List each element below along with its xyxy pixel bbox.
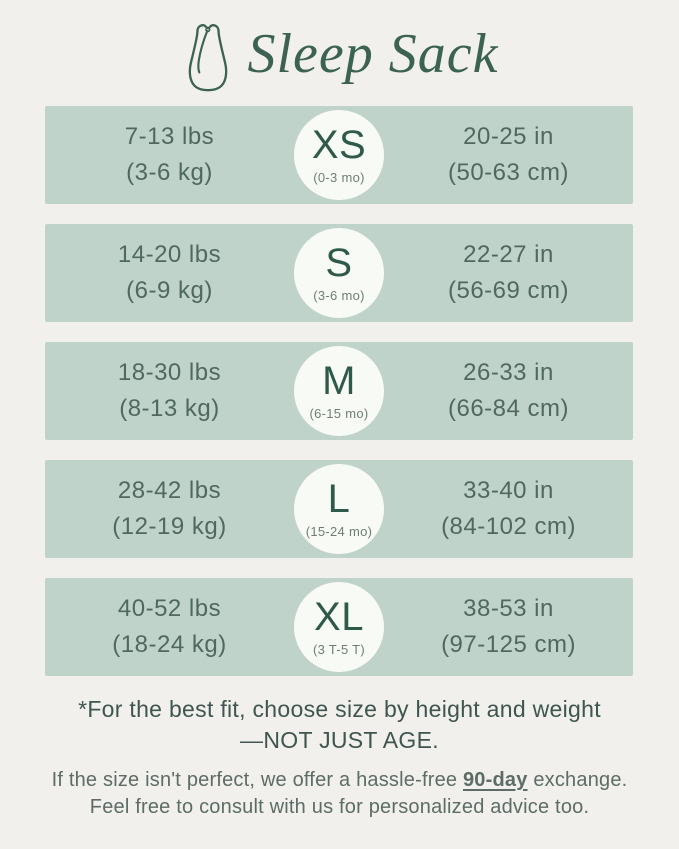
fit-note-line2: —NOT JUST AGE. bbox=[240, 727, 439, 753]
size-label: XS bbox=[311, 123, 367, 167]
weight-metric: (6-9 kg) bbox=[126, 277, 213, 304]
exchange-line2: Feel free to consult with us for persona… bbox=[89, 796, 590, 818]
size-table: 7-13 lbs (3-6 kg) XS (0-3 mo) 20-25 in (… bbox=[45, 106, 633, 676]
weight-imperial: 40-52 lbs bbox=[117, 595, 222, 622]
weight-imperial: 7-13 lbs bbox=[124, 123, 215, 150]
size-row-xs: 7-13 lbs (3-6 kg) XS (0-3 mo) 20-25 in (… bbox=[45, 106, 633, 204]
exchange-line1: If the size isn't perfect, we offer a ha… bbox=[0, 767, 679, 794]
height-metric: (97-125 cm) bbox=[441, 631, 576, 658]
age-label: (3 T-5 T) bbox=[312, 642, 366, 657]
weight-imperial: 18-30 lbs bbox=[117, 359, 222, 386]
size-badge: S (3-6 mo) bbox=[294, 228, 384, 318]
size-row-l: 28-42 lbs (12-19 kg) L (15-24 mo) 33-40 … bbox=[45, 460, 633, 558]
age-label: (0-3 mo) bbox=[313, 170, 365, 185]
weight-metric: (12-19 kg) bbox=[112, 513, 227, 540]
weight-imperial: 14-20 lbs bbox=[117, 241, 222, 268]
fit-note-line1: *For the best fit, choose size by height… bbox=[78, 696, 601, 722]
size-badge: M (6-15 mo) bbox=[294, 346, 384, 436]
fit-note: *For the best fit, choose size by height… bbox=[0, 694, 679, 756]
exchange-text-after: exchange. bbox=[527, 769, 628, 791]
age-label: (15-24 mo) bbox=[305, 524, 373, 539]
weight-imperial: 28-42 lbs bbox=[117, 477, 222, 504]
exchange-note: If the size isn't perfect, we offer a ha… bbox=[0, 767, 679, 821]
size-row-m: 18-30 lbs (8-13 kg) M (6-15 mo) 26-33 in… bbox=[45, 342, 633, 440]
height-cell: 22-27 in (56-69 cm) bbox=[384, 237, 633, 309]
height-cell: 20-25 in (50-63 cm) bbox=[384, 119, 633, 191]
age-label: (6-15 mo) bbox=[309, 406, 369, 421]
height-imperial: 26-33 in bbox=[463, 359, 554, 386]
height-metric: (66-84 cm) bbox=[447, 395, 570, 422]
weight-cell: 28-42 lbs (12-19 kg) bbox=[45, 473, 294, 545]
height-metric: (56-69 cm) bbox=[447, 277, 570, 304]
size-badge: XL (3 T-5 T) bbox=[294, 582, 384, 672]
header: Sleep Sack bbox=[0, 0, 679, 100]
height-metric: (84-102 cm) bbox=[441, 513, 576, 540]
age-label: (3-6 mo) bbox=[313, 288, 365, 303]
size-label: XL bbox=[314, 595, 364, 639]
height-cell: 26-33 in (66-84 cm) bbox=[384, 355, 633, 427]
height-imperial: 38-53 in bbox=[463, 595, 554, 622]
size-badge: XS (0-3 mo) bbox=[294, 110, 384, 200]
height-cell: 38-53 in (97-125 cm) bbox=[384, 591, 633, 663]
weight-metric: (18-24 kg) bbox=[112, 631, 227, 658]
exchange-90day-highlight: 90-day bbox=[462, 769, 528, 791]
size-badge: L (15-24 mo) bbox=[294, 464, 384, 554]
exchange-text-before: If the size isn't perfect, we offer a ha… bbox=[51, 769, 463, 791]
weight-cell: 7-13 lbs (3-6 kg) bbox=[45, 119, 294, 191]
size-row-xl: 40-52 lbs (18-24 kg) XL (3 T-5 T) 38-53 … bbox=[45, 578, 633, 676]
size-label: L bbox=[327, 477, 351, 521]
weight-cell: 14-20 lbs (6-9 kg) bbox=[45, 237, 294, 309]
weight-cell: 40-52 lbs (18-24 kg) bbox=[45, 591, 294, 663]
height-imperial: 22-27 in bbox=[463, 241, 554, 268]
height-imperial: 20-25 in bbox=[463, 123, 554, 150]
size-label: M bbox=[322, 359, 356, 403]
height-imperial: 33-40 in bbox=[463, 477, 554, 504]
height-cell: 33-40 in (84-102 cm) bbox=[384, 473, 633, 545]
sleep-sack-icon bbox=[188, 24, 227, 92]
weight-cell: 18-30 lbs (8-13 kg) bbox=[45, 355, 294, 427]
page-title: Sleep Sack bbox=[247, 23, 499, 85]
weight-metric: (8-13 kg) bbox=[119, 395, 220, 422]
size-label: S bbox=[325, 241, 353, 285]
size-row-s: 14-20 lbs (6-9 kg) S (3-6 mo) 22-27 in (… bbox=[45, 224, 633, 322]
height-metric: (50-63 cm) bbox=[447, 159, 570, 186]
weight-metric: (3-6 kg) bbox=[126, 159, 213, 186]
